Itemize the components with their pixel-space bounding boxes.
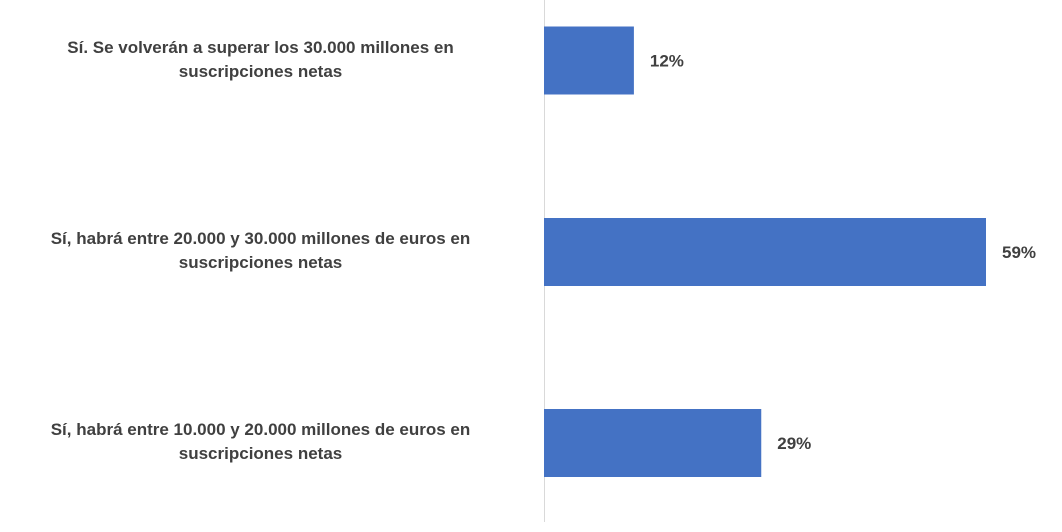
data-label-3: 29% [777, 434, 811, 453]
category-label-1-line-2: suscripciones netas [178, 61, 343, 81]
category-label-1-line-1: Sí. Se volverán a superar los 30.000 mil… [67, 37, 454, 57]
category-label-1: Sí. Se volverán a superar los 30.000 mil… [0, 36, 521, 84]
bar-2 [544, 218, 986, 286]
category-label-3-line-2: suscripciones netas [178, 444, 343, 463]
category-label-2-line-1: Sí, habrá entre 20.000 y 30.000 millones… [50, 229, 471, 248]
category-label-3: Sí, habrá entre 10.000 y 20.000 millones… [0, 418, 521, 466]
bar-1 [544, 26, 634, 95]
category-label-2-line-2: suscripciones netas [178, 253, 343, 272]
category-label-2: Sí, habrá entre 20.000 y 30.000 millones… [0, 227, 521, 275]
bar-3 [544, 409, 762, 477]
category-label-3-line-1: Sí, habrá entre 10.000 y 20.000 millones… [50, 420, 471, 439]
data-label-1: 12% [650, 52, 684, 71]
data-label-2: 59% [1002, 243, 1036, 262]
